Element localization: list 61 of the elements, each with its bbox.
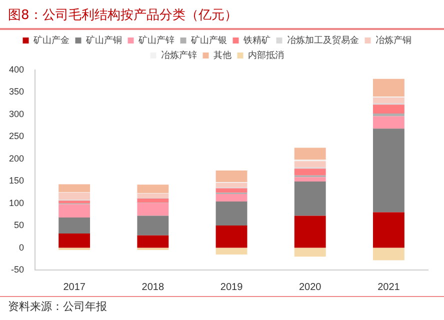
y-tick-label: 100	[8, 198, 24, 208]
bar	[372, 98, 404, 104]
x-tick-label: 2021	[378, 282, 400, 293]
bar	[137, 202, 169, 216]
x-tick-label: 2020	[298, 282, 322, 293]
text: 资料来源：公司年报	[0, 296, 444, 316]
legend-label: 矿山产金	[32, 34, 70, 45]
y-tick-label: 400	[8, 64, 24, 74]
legend-label: 矿山产银	[190, 34, 227, 45]
legend-label: 矿山产锌	[137, 34, 174, 45]
bar	[58, 200, 90, 204]
bar	[216, 170, 248, 182]
x-tick-label: 2019	[220, 282, 244, 293]
legend-label: 其他	[213, 50, 232, 60]
bar	[372, 212, 404, 248]
bar	[294, 248, 326, 257]
bar	[137, 216, 169, 236]
bar	[372, 78, 404, 97]
y-tick-label: 150	[8, 176, 24, 186]
bar	[216, 182, 248, 188]
legend-label: 内部抵消	[248, 50, 284, 60]
y-tick-label: 200	[8, 153, 24, 164]
bar	[216, 202, 248, 226]
y-tick-label: 0	[19, 242, 24, 252]
bar	[294, 148, 326, 160]
legend-label: 冶炼产锌	[160, 50, 197, 60]
y-tick-label: -50	[11, 264, 24, 274]
bar	[216, 248, 248, 254]
bar	[137, 198, 169, 202]
legend-label: 铁精矿	[242, 34, 270, 45]
bar	[294, 168, 326, 176]
y-tick-label: 50	[14, 220, 24, 230]
bar	[58, 234, 90, 248]
bar	[137, 235, 169, 248]
legend-label: 冶炼加工及贸易金	[286, 34, 359, 45]
bar	[58, 184, 90, 192]
bar	[372, 104, 404, 114]
bar	[372, 248, 404, 260]
bar	[372, 116, 404, 129]
bar	[216, 226, 248, 248]
bar	[372, 128, 404, 212]
bar	[372, 114, 404, 116]
legend-label: 矿山产铜	[84, 34, 122, 45]
chart-title: 图8：公司毛利结构按产品分类（亿元）	[0, 0, 444, 30]
bar	[294, 182, 326, 216]
y-tick-label: 300	[8, 108, 24, 119]
bar	[58, 218, 90, 234]
bar	[216, 188, 248, 193]
y-tick-label: 350	[8, 86, 24, 97]
bar	[58, 204, 90, 218]
bar	[58, 192, 90, 200]
bar	[137, 184, 169, 194]
bar	[294, 161, 326, 168]
x-tick-label: 2017	[63, 282, 86, 293]
bar	[294, 177, 326, 182]
bar	[294, 216, 326, 248]
x-tick-label: 2018	[142, 282, 164, 293]
bar	[137, 194, 169, 198]
legend-label: 冶炼产铜	[375, 34, 412, 45]
y-tick-label: 250	[8, 131, 24, 142]
bar	[216, 194, 248, 202]
